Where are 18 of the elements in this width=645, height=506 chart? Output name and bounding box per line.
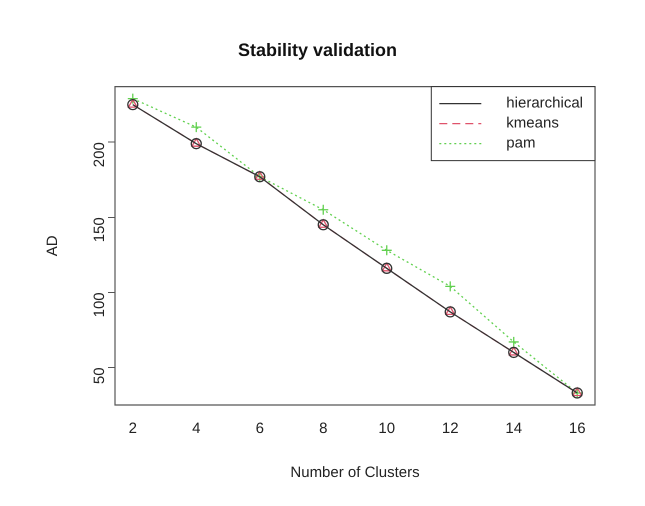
y-tick-label: 100	[91, 292, 108, 318]
y-axis-title: AD	[44, 235, 62, 256]
x-tick-label: 8	[319, 420, 328, 438]
x-tick-label: 4	[192, 420, 200, 438]
legend-label: hierarchical	[506, 94, 584, 112]
x-axis-title: Number of Clusters	[290, 464, 420, 482]
chart-title: Stability validation	[238, 40, 398, 60]
legend-label: pam	[506, 134, 536, 152]
y-tick-label: 150	[91, 217, 108, 242]
x-tick-label: 16	[568, 420, 586, 438]
x-tick-label: 2	[128, 420, 137, 438]
x-tick-label: 10	[378, 420, 396, 438]
x-tick-label: 14	[505, 420, 522, 438]
legend-label: kmeans	[506, 114, 559, 132]
y-tick-label: 200	[91, 142, 108, 168]
x-tick-label: 12	[442, 420, 459, 438]
y-tick-label: 50	[91, 367, 108, 384]
x-tick-label: 6	[256, 420, 264, 438]
